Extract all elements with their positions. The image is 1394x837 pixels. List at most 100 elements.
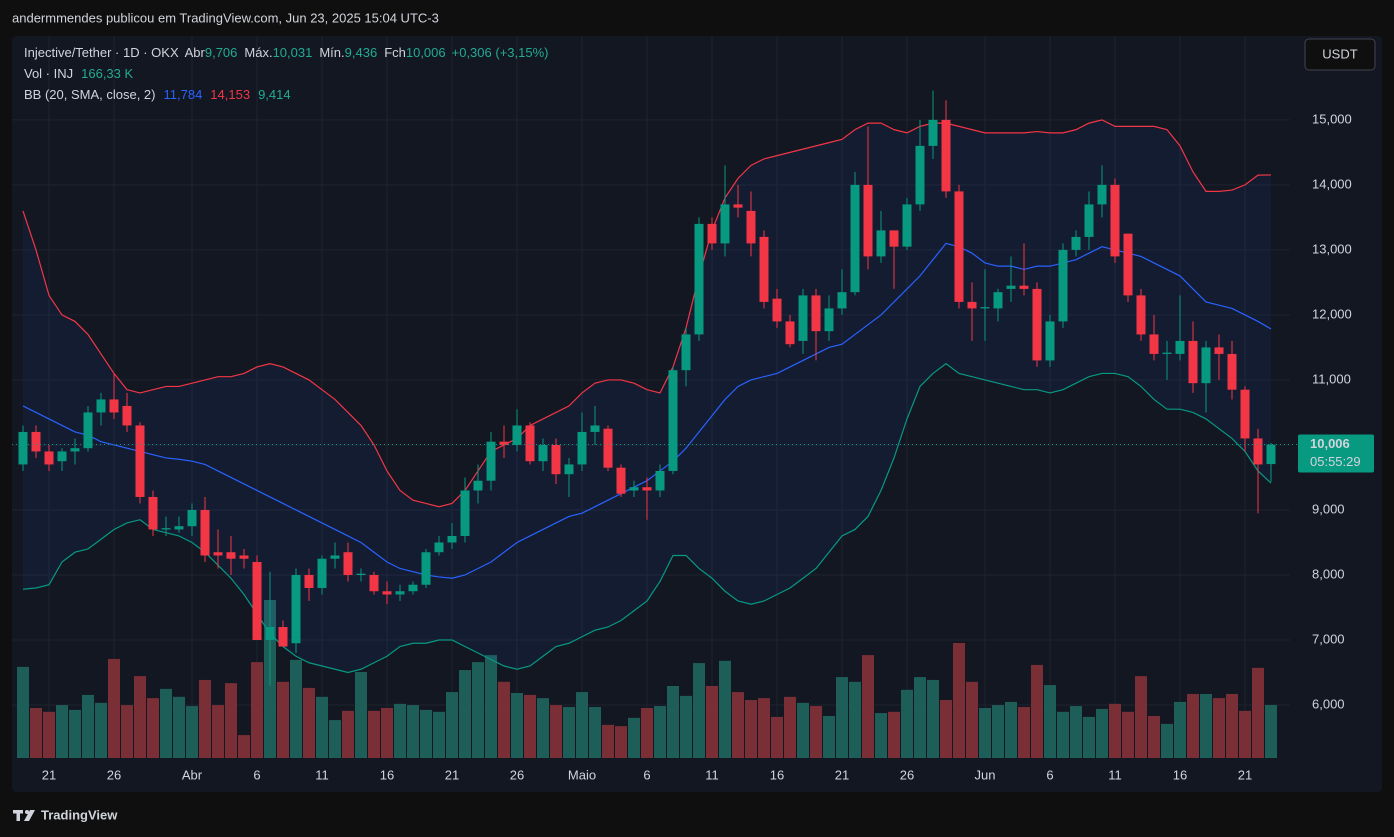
currency[interactable]: USDT (1322, 46, 1357, 61)
candle-body (954, 191, 964, 302)
volume-bar (329, 720, 341, 758)
candle-body (759, 236, 769, 302)
volume-bar (1200, 693, 1212, 758)
candle-body (655, 470, 665, 491)
x-tick-label: 6 (643, 767, 650, 782)
volume-bar (979, 707, 991, 758)
volume-bar (1213, 698, 1225, 758)
volume-bar (667, 685, 679, 758)
candle-body (616, 467, 626, 494)
candle-body (590, 425, 600, 432)
volume-bar (69, 709, 81, 758)
candle-body (1123, 233, 1133, 296)
volume-bar (316, 696, 328, 758)
logo-stem (16, 810, 20, 821)
volume-bar (459, 670, 471, 758)
candle-body (668, 370, 678, 471)
candle-body (993, 292, 1003, 309)
candle-body (1162, 352, 1172, 354)
x-tick-label: 6 (1046, 767, 1053, 782)
currency-button[interactable] (1304, 38, 1376, 71)
volume-bar (1109, 703, 1121, 758)
candle-body (213, 552, 223, 556)
volume-bar (901, 689, 913, 758)
volume-value: 166,33 K (81, 66, 133, 81)
legend-bb: BB (20, SMA, close, 2) 11,784 14,153 9,414 (24, 87, 291, 102)
volume-bar (771, 716, 783, 758)
volume-bar (368, 710, 380, 758)
volume-bar (849, 681, 861, 758)
volume-bar (173, 696, 185, 758)
y-tick-label: 11,000 (1312, 371, 1351, 386)
candle-body (356, 573, 366, 575)
x-tick-label: 21 (42, 767, 56, 782)
volume-bar (836, 677, 848, 758)
candle-body (343, 552, 353, 575)
volume-bar (680, 695, 692, 758)
volume-bar (225, 683, 237, 758)
countdown: 05:55:29 (1310, 454, 1361, 469)
candle-body (408, 584, 418, 592)
volume-bar (693, 663, 705, 758)
candle-body (1136, 295, 1146, 335)
y-tick-label: 9,000 (1312, 501, 1345, 516)
volume-bar (1226, 693, 1238, 758)
x-tick-label: 21 (835, 767, 849, 782)
legend-volume: Vol · INJ 166,33 K (24, 66, 133, 81)
y-tick-label: 15,000 (1312, 111, 1352, 126)
volume-bar (1239, 710, 1251, 758)
x-tick-label: 26 (107, 767, 121, 782)
candle-body (681, 334, 691, 371)
candle-body (382, 591, 392, 595)
candle-body (174, 526, 184, 530)
volume-bar (966, 681, 978, 758)
x-tick-label: 16 (1173, 767, 1187, 782)
volume-bar (1096, 708, 1108, 758)
candle-body (564, 464, 574, 475)
candle-body (1188, 340, 1198, 384)
candle-body (1227, 353, 1237, 390)
logo-dot (25, 810, 29, 814)
candle-body (824, 308, 834, 332)
volume-bar (95, 702, 107, 758)
volume-bar (1044, 685, 1056, 758)
volume-bar (472, 662, 484, 758)
candle-body (941, 119, 951, 192)
volume-bar (914, 677, 926, 758)
candle-body (746, 210, 756, 244)
x-tick-label: 6 (253, 767, 260, 782)
candle-body (18, 431, 28, 465)
volume-bar (537, 698, 549, 758)
candle-body (1045, 321, 1055, 361)
candle-body (499, 441, 509, 445)
candle-body (304, 574, 314, 588)
candle-body (239, 555, 249, 559)
candle-body (577, 431, 587, 465)
volume-bar (199, 679, 211, 758)
volume-bar (277, 681, 289, 758)
volume-bar (147, 698, 159, 758)
volume-bar (797, 702, 809, 758)
volume-bar (485, 655, 497, 758)
candle-body (876, 230, 886, 257)
volume-bar (1187, 693, 1199, 758)
volume-bar (238, 735, 250, 758)
bb-upper-line (22, 119, 1272, 508)
candle-body (122, 405, 132, 426)
legend-ohlc: Injective/Tether · 1D · OKX Abr9,706 Máx.1… (24, 45, 548, 60)
volume-bar (953, 642, 965, 758)
candle-body (135, 425, 145, 497)
candle-body (902, 204, 912, 247)
candle-body (1058, 249, 1068, 322)
candle-body (369, 574, 379, 592)
volume-bar (30, 707, 42, 758)
volume-bar (706, 685, 718, 758)
volume-bar (992, 705, 1004, 758)
volume-bar (589, 707, 601, 758)
candle-body (1253, 438, 1263, 465)
candle-body (707, 223, 717, 244)
y-tick-label: 13,000 (1312, 241, 1352, 256)
candle-body (980, 307, 990, 309)
low-value: 9,436 (345, 45, 378, 60)
